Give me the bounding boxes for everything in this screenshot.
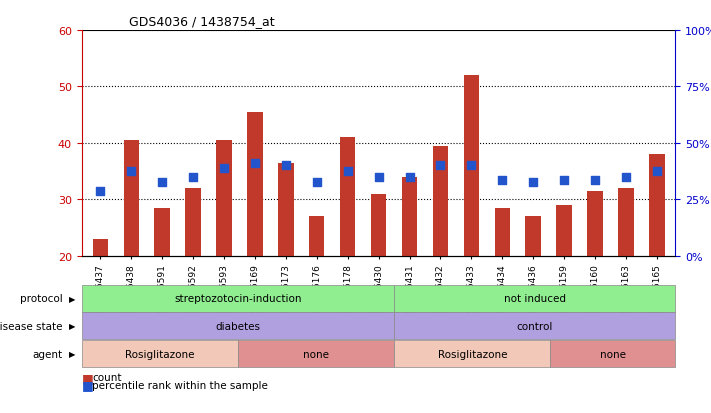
Bar	[154, 208, 170, 256]
Text: diabetes: diabetes	[215, 321, 260, 331]
Text: none: none	[303, 349, 329, 359]
Bar	[587, 191, 603, 256]
Bar	[247, 113, 262, 256]
Bar	[309, 217, 324, 256]
Text: protocol: protocol	[20, 293, 63, 304]
Text: GDS4036 / 1438754_at: GDS4036 / 1438754_at	[129, 15, 275, 28]
Bar	[619, 188, 634, 256]
Point	[342, 169, 353, 175]
Point	[528, 180, 539, 186]
Point	[280, 163, 292, 169]
Point	[95, 188, 106, 195]
Point	[466, 163, 477, 169]
Bar	[557, 205, 572, 256]
Point	[373, 174, 384, 180]
Text: ■: ■	[82, 371, 93, 384]
Text: not induced: not induced	[504, 293, 566, 304]
Bar	[649, 155, 665, 256]
Bar	[433, 146, 448, 256]
Bar	[525, 217, 541, 256]
Point	[589, 177, 601, 183]
Text: disease state: disease state	[0, 321, 63, 331]
Point	[651, 169, 663, 175]
Text: none: none	[600, 349, 626, 359]
Text: ▶: ▶	[69, 322, 76, 330]
Bar	[216, 141, 232, 256]
Bar	[495, 208, 510, 256]
Point	[496, 177, 508, 183]
Bar	[402, 177, 417, 256]
Point	[404, 174, 415, 180]
Bar	[278, 163, 294, 256]
Point	[218, 166, 230, 172]
Point	[558, 177, 570, 183]
Point	[126, 169, 137, 175]
Text: percentile rank within the sample: percentile rank within the sample	[92, 380, 268, 390]
Point	[311, 180, 323, 186]
Bar	[92, 239, 108, 256]
Bar	[340, 138, 356, 256]
Text: streptozotocin-induction: streptozotocin-induction	[174, 293, 301, 304]
Text: count: count	[92, 373, 122, 382]
Text: ■: ■	[82, 378, 93, 392]
Text: Rosiglitazone: Rosiglitazone	[437, 349, 507, 359]
Text: ▶: ▶	[69, 294, 76, 303]
Point	[156, 180, 168, 186]
Point	[188, 174, 199, 180]
Point	[620, 174, 631, 180]
Bar	[464, 76, 479, 256]
Text: Rosiglitazone: Rosiglitazone	[125, 349, 195, 359]
Text: control: control	[517, 321, 553, 331]
Bar	[186, 188, 201, 256]
Point	[434, 163, 446, 169]
Bar	[371, 194, 386, 256]
Point	[250, 160, 261, 166]
Bar	[124, 141, 139, 256]
Text: ▶: ▶	[69, 349, 76, 358]
Text: agent: agent	[33, 349, 63, 359]
